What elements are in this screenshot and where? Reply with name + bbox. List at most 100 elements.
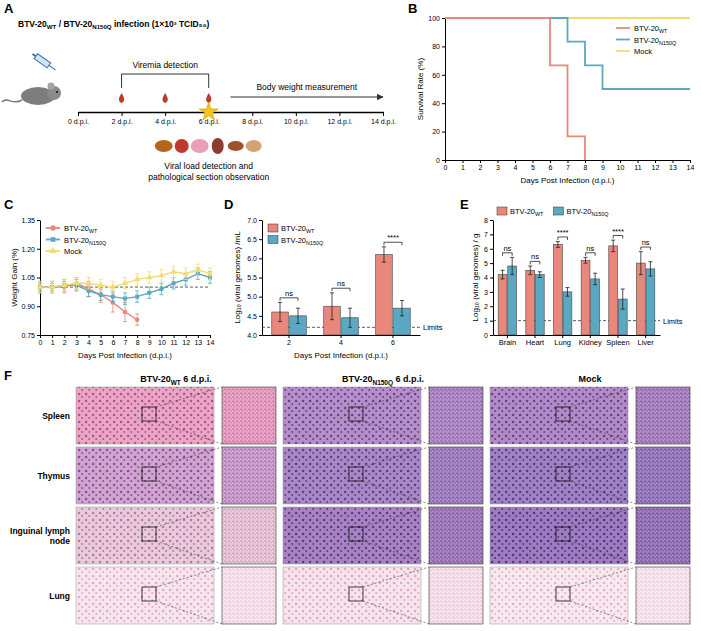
tick-label: 5: [484, 260, 488, 267]
tick-label: 60: [432, 72, 440, 79]
bar: [376, 255, 393, 336]
tick-mark: [259, 239, 262, 240]
limit-label: Limits: [423, 323, 443, 332]
axis: 020406080100: [428, 15, 445, 164]
zoom-line: [363, 387, 429, 407]
tick: 0: [436, 157, 445, 164]
weight-marker: [98, 292, 103, 297]
tick: 2 d.p.i.: [112, 112, 133, 126]
tick-mark: [392, 335, 393, 338]
tick-mark: [463, 160, 464, 163]
text-run: ****: [612, 227, 624, 236]
tick-label: 6: [549, 164, 553, 171]
zoom-line: [156, 481, 222, 504]
weight-marker: [171, 268, 177, 273]
zoom-line: [363, 421, 429, 444]
tick-mark: [655, 160, 656, 163]
error-bar: [400, 301, 404, 316]
tick: 5.5: [247, 274, 262, 281]
zoom-line: [156, 541, 222, 564]
text-run: Mock: [64, 247, 82, 256]
survival-line: [445, 18, 585, 160]
text-run: B: [408, 1, 417, 16]
legend-swatch: [268, 224, 278, 232]
text-run: BTV-20: [64, 224, 89, 233]
weight-marker: [158, 272, 164, 277]
tick: 6: [484, 245, 493, 252]
significance-label: ns: [337, 279, 345, 288]
text-run: BTV-20: [510, 207, 535, 216]
tick-mark: [585, 160, 586, 163]
legend-item: BTV-20N150Q: [616, 36, 676, 46]
significance-bracket: [332, 288, 350, 291]
x-axis-title: Days Post Infection (d.p.i.): [78, 351, 172, 360]
row-label-line: Lung: [49, 591, 70, 601]
tissue-image: [283, 567, 421, 624]
tick: 0.75: [21, 332, 40, 339]
text-run: BTV-20: [140, 374, 171, 384]
tick: 5: [484, 260, 493, 267]
organ-icon: [212, 138, 224, 154]
weight-marker: [122, 280, 128, 285]
weight-line: [40, 274, 210, 299]
row-label: Spleen: [42, 411, 70, 421]
tick-label: Lung: [554, 338, 571, 347]
significance-label: ****: [557, 228, 569, 237]
tick-mark: [339, 112, 340, 116]
tick: 12: [182, 335, 190, 346]
tick-label: 5.5: [247, 274, 257, 281]
zoom-line: [156, 567, 222, 587]
tick-label: 13: [194, 339, 202, 346]
tissue-zoom: [636, 507, 690, 564]
text-run: Log₁₀ (viral genomes) / g: [471, 234, 480, 322]
text-run: BTV-20: [281, 224, 306, 233]
tick-label: 0.75: [21, 332, 35, 339]
tick-mark: [603, 160, 604, 163]
tissue-zoom: [429, 567, 483, 624]
tissue-image: [490, 387, 628, 444]
error-bar: [330, 293, 334, 320]
legend: BTV-20WTBTV-20N150Q: [268, 224, 323, 246]
error-bar: [584, 257, 588, 263]
significance-label: ns: [503, 244, 511, 253]
tick-label: 7: [566, 164, 570, 171]
tissue-image: [76, 387, 214, 444]
legend-item: Mock: [46, 247, 82, 256]
bar: [498, 275, 507, 335]
tick-label: Spleen: [606, 338, 629, 347]
bar: [591, 279, 600, 335]
text-run: C: [4, 197, 14, 212]
panel-f: BTV-20WT 6 d.p.i.BTV-20N150Q 6 d.p.i.Moc…: [10, 374, 690, 624]
tick: 14: [687, 160, 695, 171]
tick-label: 11: [170, 339, 177, 346]
blood-drop: [119, 93, 124, 103]
weight-marker: [147, 291, 151, 295]
legend-item: BTV-20N150Q: [553, 207, 608, 217]
zoom-line: [570, 567, 636, 587]
axis-line: [493, 221, 494, 336]
tissue-zoom: [636, 387, 690, 444]
column-header: BTV-20WT 6 d.p.i.: [140, 374, 212, 386]
tick: 10: [158, 335, 166, 346]
weight-marker: [134, 276, 140, 281]
legend-marker: [49, 247, 56, 253]
significance-bracket: [586, 253, 596, 256]
tick: 7: [566, 160, 570, 171]
error-bar: [135, 291, 139, 303]
panel-letter: C: [4, 197, 14, 212]
sampling-label: Viral load detection and: [164, 161, 253, 171]
error-bar: [528, 266, 532, 275]
tick: 10: [617, 160, 625, 171]
row-label: Thymus: [37, 471, 70, 481]
legend-item: BTV-20N150Q: [46, 236, 106, 246]
figure: ABCDEFBTV-20WT / BTV-20N150Q infection (…: [0, 0, 701, 631]
tick: 0.90: [21, 303, 40, 310]
tick: 11: [634, 160, 641, 171]
tissue-image: [76, 447, 214, 504]
bar: [609, 246, 618, 335]
significance-label: ns: [285, 289, 293, 298]
tick-mark: [125, 335, 126, 338]
axis: 0 d.p.i.2 d.p.i.4 d.p.i.6 d.p.i.8 d.p.i.…: [68, 112, 396, 126]
tick-label: 4: [339, 339, 343, 346]
text-run: pathological section observation: [148, 172, 269, 182]
